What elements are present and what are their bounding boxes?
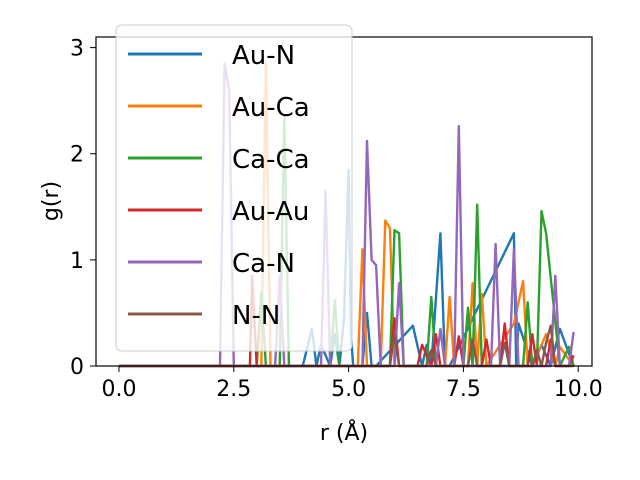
x-axis: 0.0 2.5 5.0 7.5 10.0 [101, 366, 603, 402]
x-tick-label: 7.5 [446, 377, 481, 402]
x-tick-label: 5.0 [331, 377, 366, 402]
legend-label-n-n: N-N [232, 301, 280, 331]
y-axis-label: g(r) [39, 181, 64, 221]
legend-label-ca-ca: Ca-Ca [232, 145, 310, 175]
x-tick-label: 10.0 [554, 377, 603, 402]
y-axis: 0 1 2 3 [70, 37, 96, 380]
legend-label-ca-n: Ca-N [232, 249, 295, 279]
legend-label-au-au: Au-Au [232, 197, 309, 227]
x-tick-label: 2.5 [216, 377, 251, 402]
y-tick-label: 3 [70, 37, 84, 62]
legend-label-au-n: Au-N [232, 41, 295, 71]
legend-label-au-ca: Au-Ca [232, 93, 310, 123]
legend: Au-N Au-Ca Ca-Ca Au-Au Ca-N N-N [115, 24, 353, 352]
x-axis-label: r (Å) [320, 419, 368, 446]
y-tick-label: 2 [70, 143, 84, 168]
y-tick-label: 1 [70, 249, 84, 274]
x-tick-label: 0.0 [101, 377, 136, 402]
y-tick-label: 0 [70, 355, 84, 380]
